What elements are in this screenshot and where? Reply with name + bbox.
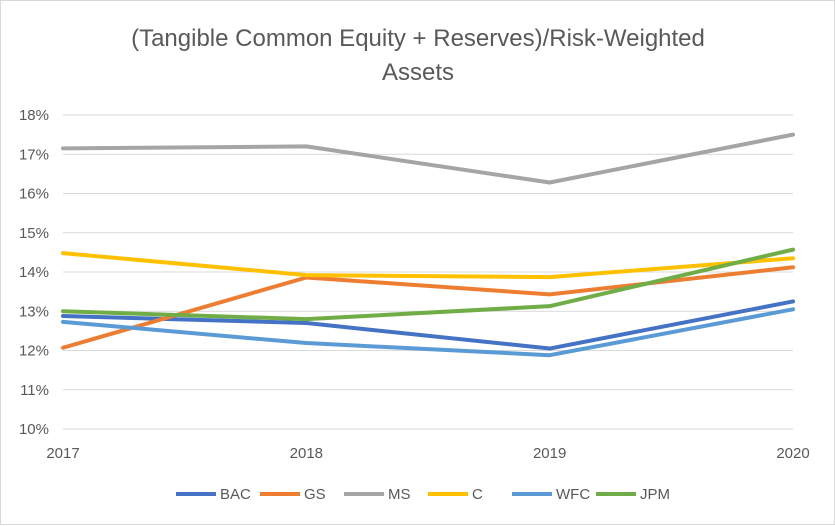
y-tick-label: 12% (19, 343, 49, 360)
series-lines (61, 132, 795, 358)
series-line-bac (61, 299, 795, 351)
legend-item-wfc: WFC (512, 486, 590, 503)
legend-item-c: C (428, 486, 483, 503)
legend-label: GS (304, 486, 326, 503)
y-tick-label: 13% (19, 303, 49, 320)
legend-label: C (472, 486, 483, 503)
legend-label: BAC (220, 486, 251, 503)
x-tick-label: 2020 (776, 445, 809, 462)
x-axis-tick-labels: 2017 2018 2019 2020 (46, 445, 809, 462)
series-line-ms (61, 132, 795, 185)
y-axis-tick-labels: 10% 11% 12% 13% 14% 15% 16% 17% 18% (19, 107, 49, 438)
series-line-gs (61, 265, 795, 350)
chart-title-line-1: (Tangible Common Equity + Reserves)/Risk… (131, 25, 705, 52)
legend-item-ms: MS (344, 486, 411, 503)
gridlines (63, 114, 793, 430)
chart-title-line-2: Assets (382, 59, 454, 86)
legend-label: MS (388, 486, 411, 503)
y-tick-label: 17% (19, 146, 49, 163)
legend-label: WFC (556, 486, 590, 503)
legend-label: JPM (640, 486, 670, 503)
y-tick-label: 16% (19, 186, 49, 203)
legend-item-bac: BAC (176, 486, 251, 503)
legend-item-jpm: JPM (596, 486, 670, 503)
series-line-c (61, 251, 795, 280)
x-tick-label: 2017 (46, 445, 79, 462)
legend-item-gs: GS (260, 486, 326, 503)
series-line-wfc (61, 307, 795, 358)
x-tick-label: 2019 (533, 445, 566, 462)
y-tick-label: 10% (19, 421, 49, 438)
y-tick-label: 15% (19, 225, 49, 242)
y-tick-label: 11% (20, 382, 49, 399)
x-tick-label: 2018 (290, 445, 323, 462)
series-line-jpm (61, 247, 795, 322)
legend: BAC GS MS C WFC JPM (176, 486, 670, 503)
chart-title: (Tangible Common Equity + Reserves)/Risk… (131, 25, 705, 86)
y-tick-label: 18% (19, 107, 49, 124)
y-tick-label: 14% (19, 264, 49, 281)
